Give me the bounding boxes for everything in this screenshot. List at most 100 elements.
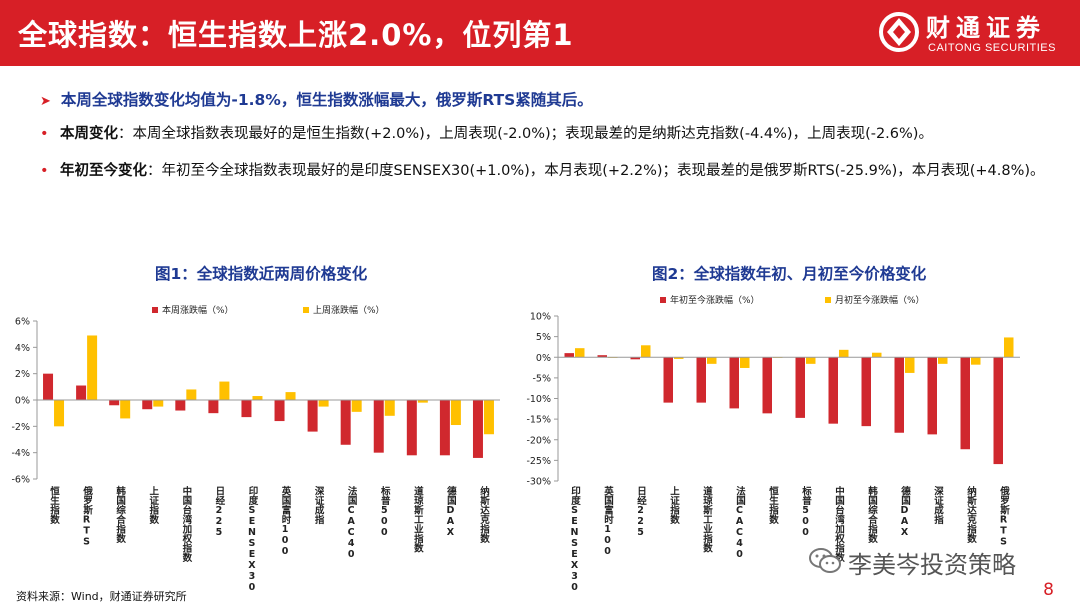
y-tick-label: 10% xyxy=(530,312,551,323)
category-label: 印度SENSEX30 xyxy=(569,485,581,590)
source-note: 资料来源：Wind，财通证券研究所 xyxy=(16,590,187,603)
bullet-ytd: • 年初至今变化：年初至今全球指数表现最好的是印度SENSEX30(+1.0%)… xyxy=(40,158,1050,184)
category-label: 英国富时100 xyxy=(280,485,292,557)
bar-series2 xyxy=(872,352,882,358)
bar-series1 xyxy=(828,357,838,424)
bar-series1 xyxy=(663,357,673,403)
bar-series1 xyxy=(307,400,318,432)
category-label: 中国台湾加权指数 xyxy=(180,485,193,563)
arrow-icon: ➤ xyxy=(40,94,51,109)
y-tick-label: 5% xyxy=(536,332,551,343)
watermark: 李美岑投资策略 xyxy=(808,544,1038,579)
bullet-icon: • xyxy=(40,163,49,179)
bullet-weekly: • 本周变化：本周全球指数表现最好的是恒生指数(+2.0%)，上周表现(-2.0… xyxy=(40,121,1050,147)
category-label: 中国台湾加权指数 xyxy=(833,485,846,563)
category-label: 法国CAC40 xyxy=(346,485,358,560)
category-label: 英国富时100 xyxy=(602,485,614,557)
bullet-label: 本周变化 xyxy=(60,126,118,142)
legend-label: 月初至今涨跌幅（%） xyxy=(835,294,925,306)
bullet-text: ：本周全球指数表现最好的是恒生指数(+2.0%)，上周表现(-2.0%)；表现最… xyxy=(118,126,933,142)
bar-series2 xyxy=(740,357,750,368)
category-label: 法国CAC40 xyxy=(734,485,746,560)
bar-series1 xyxy=(861,357,871,427)
y-tick-label: -4% xyxy=(12,448,31,459)
bar-series1 xyxy=(76,385,87,400)
legend-swatch xyxy=(660,297,666,303)
y-tick-label: -25% xyxy=(526,456,551,467)
bar-series2 xyxy=(839,349,849,358)
category-label: 上证指数 xyxy=(147,485,160,525)
header-bar: 全球指数：恒生指数上涨2.0%，位列第1 财通证券 CAITONG SECURI… xyxy=(0,0,1080,66)
company-logo: 财通证券 CAITONG SECURITIES xyxy=(868,0,1080,66)
bar-series2 xyxy=(219,381,230,400)
bar-series2 xyxy=(707,357,717,364)
bar-series1 xyxy=(894,357,904,433)
y-tick-label: 0% xyxy=(15,396,30,407)
bar-series1 xyxy=(109,400,120,406)
category-label: 日经225 xyxy=(213,486,225,538)
bar-series2 xyxy=(153,400,164,407)
bar-series2 xyxy=(971,357,981,365)
legend-swatch xyxy=(152,307,158,313)
category-label: 恒生指数 xyxy=(48,485,61,525)
category-label: 纳斯达克指数 xyxy=(478,485,491,544)
y-tick-label: 4% xyxy=(15,343,30,354)
legend-swatch xyxy=(825,297,831,303)
summary-line: ➤ 本周全球指数变化均值为-1.8%，恒生指数涨幅最大，俄罗斯RTS紧随其后。 xyxy=(40,88,593,110)
bar-series2 xyxy=(575,348,585,358)
bar-series2 xyxy=(285,392,296,400)
bullet-label: 年初至今变化 xyxy=(60,163,147,179)
category-label: 道琼斯工业指数 xyxy=(412,485,425,553)
caitong-logo-icon xyxy=(879,12,919,52)
bar-series1 xyxy=(993,357,1003,465)
bar-series2 xyxy=(905,357,915,373)
chart2-title: 图2：全球指数年初、月初至今价格变化 xyxy=(652,265,927,283)
bar-series1 xyxy=(274,400,285,422)
bullet-text: ：年初至今全球指数表现最好的是印度SENSEX30(+1.0%)，本月表现(+2… xyxy=(147,163,1045,179)
logo-chinese-name: 财通证券 xyxy=(926,14,1046,42)
category-label: 道琼斯工业指数 xyxy=(701,485,714,553)
bar-series2 xyxy=(450,400,461,426)
bar-series2 xyxy=(417,400,428,403)
watermark-text: 李美岑投资策略 xyxy=(848,551,1016,579)
category-label: 深证成指 xyxy=(313,485,325,525)
category-label: 韩国综合指数 xyxy=(114,485,127,544)
category-label: 日经225 xyxy=(635,486,647,538)
category-label: 德国DAX xyxy=(899,485,911,538)
category-label: 标普500 xyxy=(379,485,392,538)
bar-series2 xyxy=(1004,337,1014,358)
bar-series2 xyxy=(384,400,395,416)
logo-english-name: CAITONG SECURITIES xyxy=(928,42,1056,54)
category-label: 印度SENSEX30 xyxy=(246,485,258,590)
y-tick-label: -5% xyxy=(533,373,552,384)
legend-label: 年初至今涨跌幅（%） xyxy=(670,294,760,306)
bar-series1 xyxy=(142,400,153,410)
bar-series1 xyxy=(43,373,54,400)
bar-series1 xyxy=(696,357,706,403)
bar-series1 xyxy=(729,357,739,409)
y-tick-label: 6% xyxy=(15,317,30,328)
bar-series1 xyxy=(472,400,483,458)
bar-series1 xyxy=(208,400,219,414)
legend-label: 上周涨跌幅（%） xyxy=(313,304,385,316)
bar-series2 xyxy=(674,357,684,359)
bar-series1 xyxy=(340,400,351,445)
bar-series2 xyxy=(483,400,494,435)
bar-series1 xyxy=(564,353,574,358)
bar-series1 xyxy=(439,400,450,456)
category-label: 纳斯达克指数 xyxy=(965,485,978,544)
bar-series1 xyxy=(373,400,384,453)
y-tick-label: -15% xyxy=(526,415,551,426)
legend-swatch xyxy=(303,307,309,313)
chart2-svg: -30% -25% -20% -15% -10% -5% 0% 5% 10% 印度SENSEX30… xyxy=(526,294,1020,590)
category-label: 恒生指数 xyxy=(767,485,780,525)
bar-series2 xyxy=(54,400,65,427)
y-tick-label: -2% xyxy=(12,422,31,433)
y-tick-label: -30% xyxy=(526,477,551,488)
y-tick-label: 0% xyxy=(536,353,551,364)
bar-series2 xyxy=(318,400,329,407)
category-label: 韩国综合指数 xyxy=(866,485,879,544)
bar-series1 xyxy=(406,400,417,456)
wechat-icon xyxy=(809,548,841,573)
bar-series1 xyxy=(960,357,970,450)
